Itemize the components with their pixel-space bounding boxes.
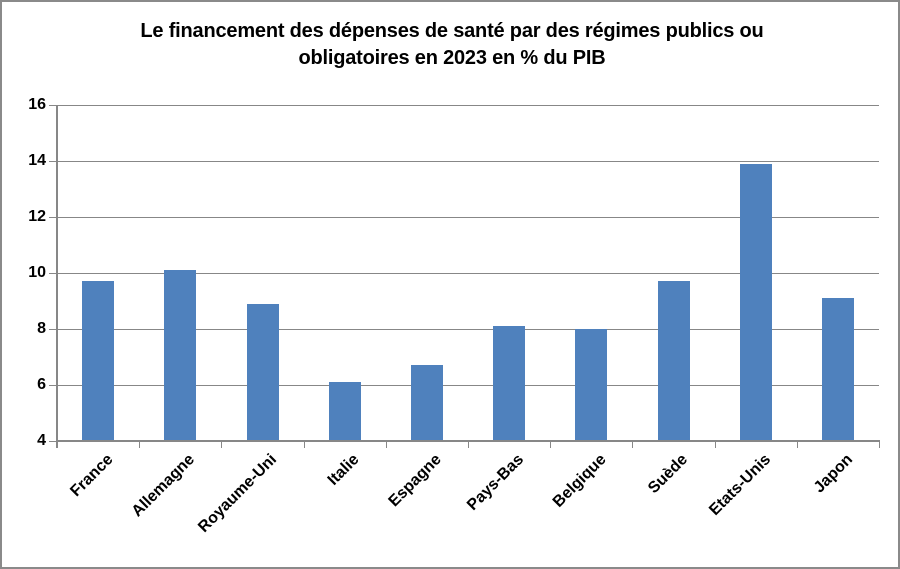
bar-pays-bas xyxy=(493,326,526,441)
y-axis-label-12: 12 xyxy=(28,208,46,225)
plot-area xyxy=(57,105,879,441)
x-axis-label-etats-unis: Etats-Unis xyxy=(705,451,774,519)
y-tick-8 xyxy=(49,329,57,330)
bar-france xyxy=(82,281,115,441)
x-tick-6 xyxy=(550,441,552,448)
x-tick-5 xyxy=(468,441,469,448)
bar-allemagne xyxy=(164,270,197,441)
x-tick-10 xyxy=(879,441,880,448)
x-tick-7 xyxy=(632,441,634,448)
y-tick-10 xyxy=(49,273,57,274)
x-tick-1 xyxy=(139,441,141,448)
gridline-14 xyxy=(57,161,879,162)
gridline-16 xyxy=(57,105,879,106)
x-axis-label-pays-bas: Pays-Bas xyxy=(464,451,528,514)
x-axis-label-espagne: Espagne xyxy=(385,451,445,511)
bar-italie xyxy=(328,382,361,441)
y-tick-16 xyxy=(49,105,57,106)
chart-title: Le financement des dépenses de santé par… xyxy=(140,20,764,69)
y-tick-4 xyxy=(49,441,57,442)
x-tick-8 xyxy=(714,441,716,448)
y-axis-label-10: 10 xyxy=(28,264,46,281)
y-axis-line xyxy=(56,105,58,448)
bar-royaume-uni xyxy=(246,303,279,441)
x-tick-2 xyxy=(221,441,223,448)
gridline-12 xyxy=(57,217,879,218)
y-axis-label-14: 14 xyxy=(28,152,46,169)
y-tick-12 xyxy=(49,217,57,218)
bar-etats-unis xyxy=(739,163,772,441)
x-axis-label-japon: Japon xyxy=(810,451,856,497)
y-tick-14 xyxy=(49,161,57,162)
x-axis-label-italie: Italie xyxy=(324,451,363,489)
bar-espagne xyxy=(410,365,443,441)
x-axis-label-royaume-uni: Royaume-Uni xyxy=(195,451,281,536)
x-axis-label-france: France xyxy=(67,451,117,501)
x-tick-9 xyxy=(796,441,798,448)
y-tick-6 xyxy=(49,385,57,386)
x-tick-0 xyxy=(57,441,58,448)
x-axis-label-allemagne: Allemagne xyxy=(129,451,199,521)
bar-belgique xyxy=(575,329,608,441)
y-axis-label-4: 4 xyxy=(37,432,46,449)
bar-suede xyxy=(657,281,690,441)
x-axis-label-suede: Suède xyxy=(645,451,692,497)
x-tick-4 xyxy=(385,441,387,448)
y-axis-label-8: 8 xyxy=(37,320,46,337)
x-tick-3 xyxy=(303,441,305,448)
gridline-6 xyxy=(57,385,879,386)
y-axis-label-16: 16 xyxy=(28,96,46,113)
y-axis-label-6: 6 xyxy=(37,376,46,393)
bar-japon xyxy=(821,298,854,441)
x-axis-label-belgique: Belgique xyxy=(549,451,610,511)
gridline-10 xyxy=(57,273,879,274)
gridline-8 xyxy=(57,329,879,330)
